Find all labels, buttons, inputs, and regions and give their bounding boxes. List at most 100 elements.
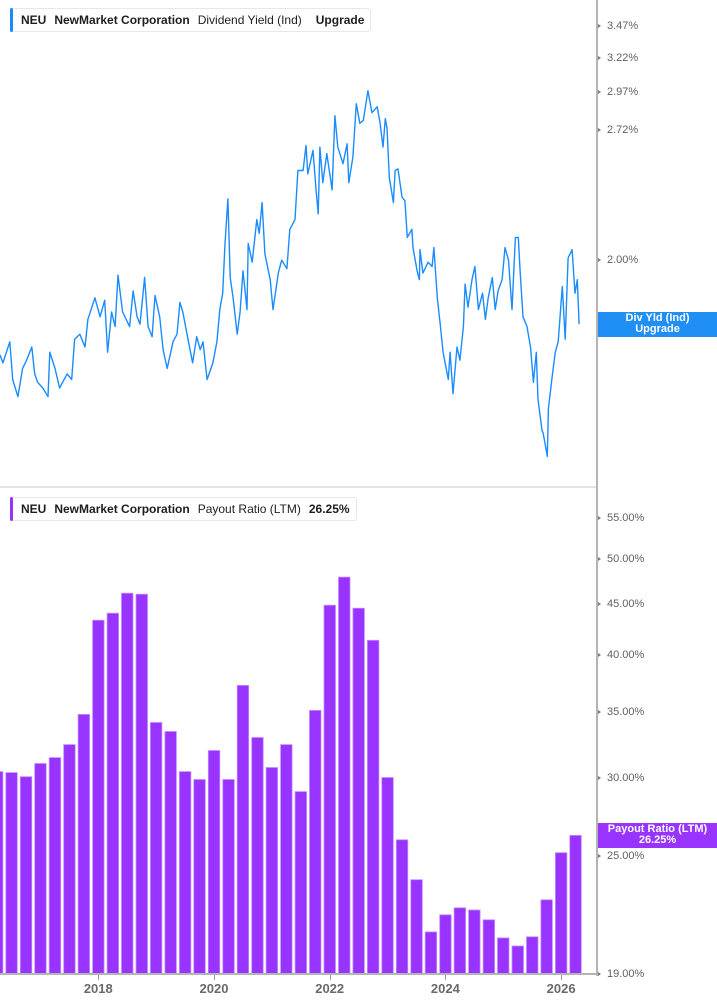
- tick-text: 19.00%: [607, 968, 645, 980]
- tick-marker-icon: [598, 776, 601, 781]
- payout-ratio-bar: [92, 619, 105, 974]
- x-tick-label: 2026: [546, 981, 576, 996]
- dividend-yield-line-chart[interactable]: [0, 0, 597, 486]
- x-tick-mark: [329, 975, 331, 980]
- y-tick-label: 2.72%: [598, 123, 638, 137]
- payout-ratio-bar: [352, 607, 365, 974]
- payout-ratio-bar: [193, 779, 206, 974]
- y-tick-label: 55.00%: [598, 511, 644, 525]
- y-tick-label: 3.22%: [598, 51, 638, 65]
- tick-marker-icon: [598, 652, 601, 657]
- y-tick-label: 2.97%: [598, 85, 638, 99]
- value-tag-label: Payout Ratio (LTM): [607, 823, 708, 836]
- payout-ratio-bar: [526, 936, 539, 974]
- payout-ratio-bar: [540, 899, 553, 974]
- tick-text: 3.22%: [607, 51, 639, 64]
- tick-text: 55.00%: [607, 512, 645, 525]
- tick-marker-icon: [598, 516, 601, 521]
- x-tick-label: 2022: [315, 981, 345, 996]
- payout-ratio-bar: [236, 684, 250, 974]
- payout-ratio-bar: [453, 907, 467, 974]
- dividend-yield-legend[interactable]: NEU NewMarket Corporation Dividend Yield…: [10, 8, 372, 32]
- x-tick-mark: [445, 975, 447, 980]
- payout-ratio-bar: [280, 744, 293, 974]
- value-tag-value: 26.25%: [638, 834, 677, 847]
- x-axis-line: [0, 973, 598, 975]
- legend-metric-name: Payout Ratio (LTM): [197, 502, 301, 516]
- y-tick-label: 19.00%: [598, 967, 644, 981]
- dividend-yield-plot-area[interactable]: [0, 0, 597, 486]
- payout-ratio-bar: [265, 767, 279, 974]
- payout-ratio-bar: [555, 852, 568, 974]
- payout-ratio-plot-area[interactable]: [0, 488, 597, 974]
- tick-text: 40.00%: [607, 648, 645, 661]
- payout-ratio-bar: [121, 592, 134, 974]
- payout-ratio-bar: [222, 779, 235, 974]
- tick-marker-icon: [598, 710, 601, 714]
- payout-ratio-bar: [424, 931, 438, 974]
- payout-ratio-bar: [19, 776, 33, 974]
- tick-text: 25.00%: [607, 850, 645, 863]
- payout-ratio-bar: [338, 576, 351, 974]
- payout-ratio-bar: [468, 909, 481, 974]
- payout-ratio-bar: [497, 937, 510, 974]
- payout-ratio-bar-chart[interactable]: [0, 488, 597, 974]
- x-tick-label: 2020: [199, 981, 229, 996]
- payout-ratio-bar: [77, 713, 90, 974]
- x-tick-mark: [214, 975, 215, 980]
- payout-ratio-bar: [569, 834, 582, 974]
- dividend-yield-value-tag: Div Yld (Ind) Upgrade: [598, 311, 717, 337]
- y-tick-label: 30.00%: [598, 771, 644, 785]
- tick-marker-icon: [598, 557, 601, 561]
- payout-ratio-bar: [164, 731, 177, 974]
- payout-ratio-bar: [34, 763, 47, 974]
- payout-ratio-bar: [323, 604, 336, 974]
- payout-ratio-bar: [439, 914, 452, 974]
- x-tick-mark: [98, 975, 100, 980]
- y-tick-label: 50.00%: [598, 552, 644, 566]
- upgrade-link[interactable]: Upgrade: [315, 13, 365, 27]
- tick-text: 45.00%: [607, 598, 645, 611]
- payout-ratio-bar: [251, 737, 264, 974]
- tick-marker-icon: [598, 258, 601, 263]
- y-tick-label: 35.00%: [598, 705, 644, 719]
- dividend-yield-line: [0, 90, 580, 457]
- payout-ratio-legend[interactable]: NEU NewMarket Corporation Payout Ratio (…: [10, 497, 357, 521]
- tick-text: 3.47%: [607, 20, 639, 33]
- tick-text: 2.97%: [607, 86, 639, 99]
- payout-ratio-bar: [511, 945, 524, 974]
- payout-ratio-bar: [294, 791, 308, 974]
- tick-marker-icon: [598, 602, 601, 607]
- tick-marker-icon: [598, 55, 601, 60]
- payout-ratio-bar: [381, 777, 394, 974]
- tick-text: 50.00%: [607, 553, 645, 565]
- panel-separator: [0, 486, 596, 488]
- tick-text: 2.00%: [607, 254, 639, 267]
- payout-ratio-bar: [207, 750, 221, 974]
- tick-marker-icon: [598, 24, 601, 29]
- payout-ratio-bar: [149, 722, 163, 974]
- legend-company-name: NewMarket Corporation: [54, 13, 190, 27]
- y-tick-label: 25.00%: [598, 849, 644, 863]
- y-tick-label: 2.00%: [598, 253, 638, 267]
- tick-marker-icon: [598, 854, 601, 859]
- legend-color-swatch: [10, 8, 13, 32]
- payout-ratio-bar: [135, 593, 148, 974]
- legend-ticker: NEU: [21, 13, 47, 27]
- legend-ticker: NEU: [21, 502, 47, 516]
- y-axis-line: [596, 0, 598, 976]
- payout-ratio-bar: [0, 771, 4, 974]
- y-tick-label: 45.00%: [598, 597, 644, 611]
- y-tick-label: 40.00%: [598, 648, 644, 662]
- tick-marker-icon: [598, 972, 601, 976]
- payout-ratio-bar: [178, 771, 192, 974]
- legend-metric-name: Dividend Yield (Ind): [197, 13, 302, 27]
- payout-ratio-bar: [63, 744, 76, 974]
- payout-ratio-bar: [48, 757, 62, 974]
- x-tick-label: 2018: [83, 981, 113, 996]
- payout-ratio-value-tag: Payout Ratio (LTM) 26.25%: [598, 822, 717, 848]
- x-tick-mark: [561, 975, 563, 980]
- value-tag-value: Upgrade: [635, 323, 680, 336]
- y-tick-label: 3.47%: [598, 19, 638, 33]
